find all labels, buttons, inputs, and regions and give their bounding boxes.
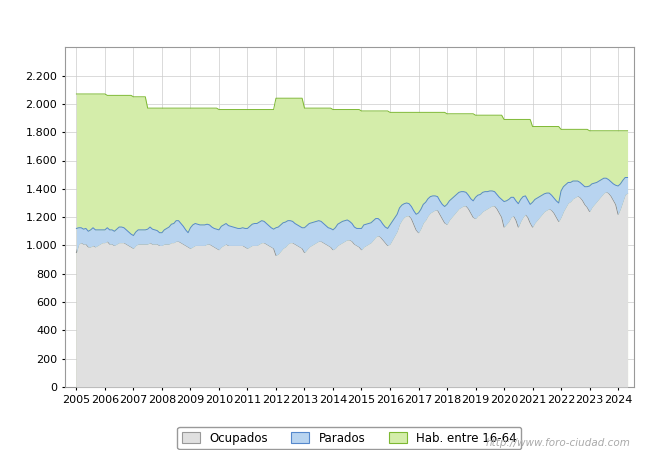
Legend: Ocupados, Parados, Hab. entre 16-64: Ocupados, Parados, Hab. entre 16-64 xyxy=(177,427,521,449)
Text: http://www.foro-ciudad.com: http://www.foro-ciudad.com xyxy=(486,438,630,448)
Text: Palas de Rei - Evolucion de la poblacion en edad de Trabajar Mayo de 2024: Palas de Rei - Evolucion de la poblacion… xyxy=(75,15,575,28)
